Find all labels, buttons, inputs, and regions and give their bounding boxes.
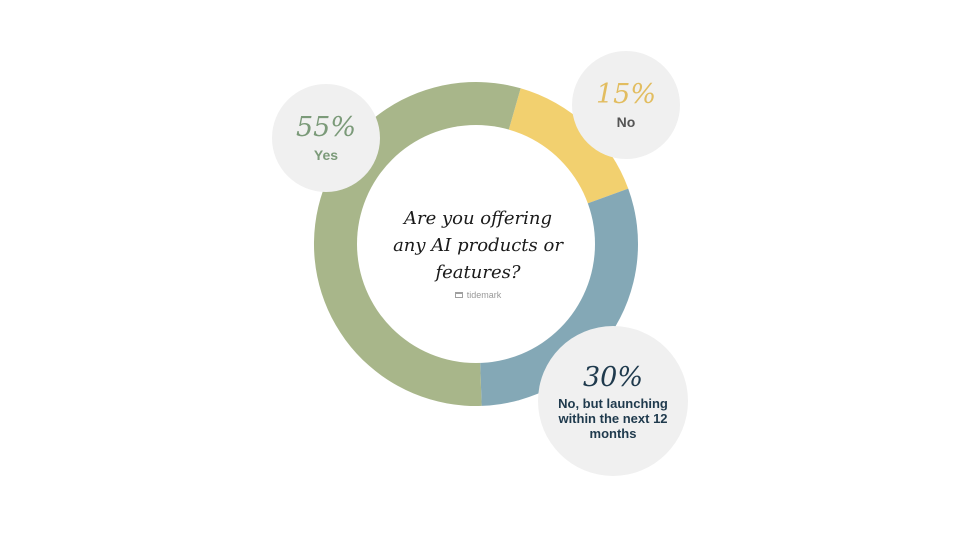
- callout-launching-label: No, but launching within the next 12 mon…: [558, 396, 668, 441]
- callout-yes-label: Yes: [313, 147, 339, 164]
- callout-yes-percent: 55%: [295, 112, 356, 144]
- callout-launching: 30% No, but launching within the next 12…: [538, 326, 688, 476]
- callout-launching-percent: 30%: [582, 362, 643, 394]
- center-question: Are you offering any AI products or feat…: [393, 208, 563, 283]
- brand-name: tidemark: [466, 290, 502, 300]
- donut-hole: [357, 125, 595, 363]
- brand-logo: tidemark: [440, 290, 516, 300]
- tidemark-logo-icon: [454, 292, 463, 298]
- callout-yes: 55% Yes: [272, 84, 380, 192]
- callout-no-label: No: [616, 114, 636, 131]
- callout-no: 15% No: [572, 51, 680, 159]
- callout-no-percent: 15%: [595, 79, 656, 111]
